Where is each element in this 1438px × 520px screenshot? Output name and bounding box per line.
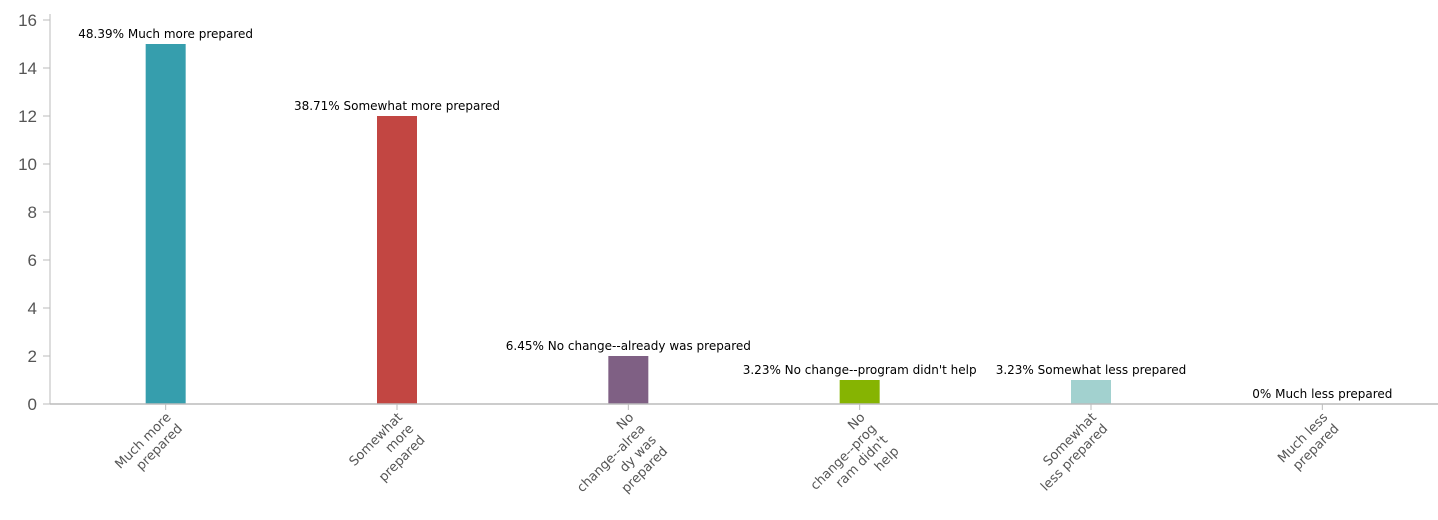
bar[interactable] bbox=[145, 44, 186, 404]
data-label: 38.71% Somewhat more prepared bbox=[294, 99, 500, 113]
data-label: 6.45% No change--already was prepared bbox=[506, 339, 751, 353]
x-tick-label-text: Nochange--program didn'thelp bbox=[797, 410, 903, 516]
x-tick-label-text: Nochange--already wasprepared bbox=[563, 410, 671, 518]
x-tick-label-text: Much lessprepared bbox=[1275, 410, 1342, 477]
x-tick-label: Much lessprepared bbox=[1275, 410, 1342, 477]
data-label: 48.39% Much more prepared bbox=[78, 27, 253, 41]
x-tick-label: Nochange--already wasprepared bbox=[563, 410, 671, 518]
y-tick-label: 16 bbox=[18, 11, 37, 30]
x-tick-label: Nochange--program didn'thelp bbox=[797, 410, 903, 516]
data-label: 3.23% No change--program didn't help bbox=[743, 363, 977, 377]
y-tick-label: 0 bbox=[28, 395, 37, 414]
x-tick-label: Much moreprepared bbox=[113, 410, 186, 483]
x-tick-label-text: Somewhatmoreprepared bbox=[347, 410, 429, 492]
data-labels: 48.39% Much more prepared 38.71% Somewhat… bbox=[78, 27, 1392, 401]
y-tick-label: 8 bbox=[28, 203, 37, 222]
x-axis: Much moreprepared Somewhatmoreprepared Noc… bbox=[50, 403, 1438, 518]
bar[interactable] bbox=[377, 116, 417, 404]
y-tick-label: 4 bbox=[28, 299, 37, 318]
y-axis: 0 2 4 6 8 10 12 14 16 bbox=[18, 11, 51, 414]
y-tick-label: 2 bbox=[28, 347, 37, 366]
bar[interactable] bbox=[1071, 380, 1111, 404]
y-tick-label: 14 bbox=[18, 59, 37, 78]
data-label: 0% Much less prepared bbox=[1252, 387, 1392, 401]
x-tick-label: Somewhatless prepared bbox=[1027, 410, 1111, 494]
bars bbox=[145, 44, 1111, 404]
y-tick-label: 12 bbox=[18, 107, 37, 126]
y-tick-label: 6 bbox=[28, 251, 37, 270]
data-label: 3.23% Somewhat less prepared bbox=[996, 363, 1187, 377]
x-tick-label-text: Much moreprepared bbox=[113, 410, 186, 483]
y-tick-label: 10 bbox=[18, 155, 37, 174]
x-tick-label-text: Somewhatless prepared bbox=[1027, 410, 1111, 494]
x-tick-label: Somewhatmoreprepared bbox=[347, 410, 429, 492]
bar[interactable] bbox=[608, 356, 649, 404]
bar[interactable] bbox=[839, 380, 880, 404]
